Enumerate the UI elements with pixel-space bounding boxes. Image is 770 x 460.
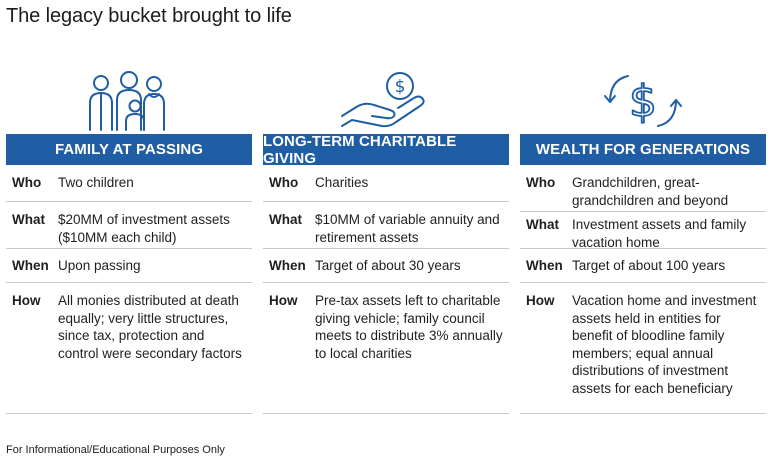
page-title: The legacy bucket brought to life [6, 5, 292, 27]
column-header: LONG-TERM CHARITABLE GIVING [263, 133, 509, 167]
row-label: When [269, 258, 306, 273]
table-row: What Investment assets and family vacati… [520, 212, 766, 250]
row-label: When [12, 258, 49, 273]
table-row: How Pre-tax assets left to charitable gi… [263, 283, 509, 414]
hand-coin-icon: $ [341, 72, 425, 128]
svg-text:$: $ [395, 77, 406, 97]
row-value: Target of about 100 years [572, 258, 726, 273]
table-row: When Target of about 100 years [520, 249, 766, 283]
row-label: What [269, 212, 302, 227]
table-row: Who Two children [6, 165, 252, 202]
row-label: When [526, 258, 563, 273]
table-row: When Target of about 30 years [263, 249, 509, 283]
row-value: $20MM of investment assets ($10MM each c… [58, 212, 230, 245]
family-icon [89, 71, 165, 131]
row-label: How [269, 293, 298, 308]
column-charitable-giving: $ LONG-TERM CHARITABLE GIVING Who Charit… [263, 54, 509, 414]
row-value: Investment assets and family vacation ho… [572, 217, 747, 250]
table-row: Who Charities [263, 165, 509, 202]
row-label: How [12, 293, 41, 308]
row-value: All monies distributed at death equally;… [58, 293, 242, 361]
row-label: How [526, 293, 555, 308]
column-wealth-for-generations: $ WEALTH FOR GENERATIONS Who Grandchildr… [520, 54, 766, 414]
row-value: Vacation home and investment assets held… [572, 293, 757, 396]
table-row: What $10MM of variable annuity and retir… [263, 202, 509, 249]
table-row: How Vacation home and investment assets … [520, 283, 766, 414]
row-value: Grandchildren, great-grandchildren and b… [572, 175, 729, 208]
column-header: FAMILY AT PASSING [6, 134, 252, 165]
table-row: Who Grandchildren, great-grandchildren a… [520, 165, 766, 212]
column-header: WEALTH FOR GENERATIONS [520, 134, 766, 165]
row-value: $10MM of variable annuity and retirement… [315, 212, 500, 245]
row-value: Target of about 30 years [315, 258, 461, 273]
table-row: What $20MM of investment assets ($10MM e… [6, 202, 252, 249]
footer-disclaimer: For Informational/Educational Purposes O… [6, 444, 225, 456]
row-label: What [526, 217, 559, 232]
row-label: Who [526, 175, 556, 190]
svg-text:$: $ [629, 76, 657, 127]
row-value: Upon passing [58, 258, 141, 273]
row-label: Who [269, 175, 299, 190]
row-label: What [12, 212, 45, 227]
row-value: Pre-tax assets left to charitable giving… [315, 293, 503, 361]
dollar-cycle-icon: $ [604, 75, 682, 128]
row-label: Who [12, 175, 42, 190]
table-row: How All monies distributed at death equa… [6, 283, 252, 414]
row-value: Charities [315, 175, 369, 190]
row-value: Two children [58, 175, 134, 190]
column-family-at-passing: FAMILY AT PASSING Who Two children What … [6, 54, 252, 414]
table-row: When Upon passing [6, 249, 252, 283]
